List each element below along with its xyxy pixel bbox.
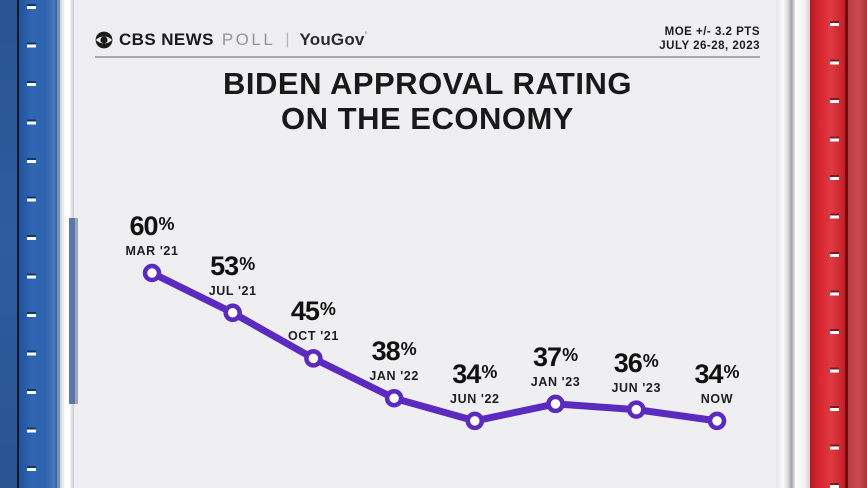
data-point-label: 38% JAN '22 [369,336,419,384]
chart-title: BIDEN APPROVAL RATING ON THE ECONOMY [95,66,760,136]
left-pillar-highlight [57,0,60,488]
data-point-label: 53% JUL '21 [209,252,257,298]
data-point-marker [627,400,646,419]
chart-title-line2: ON THE ECONOMY [281,101,574,136]
moe-line2: JULY 26-28, 2023 [659,39,760,52]
data-point-label: 34% JUN '22 [450,360,500,406]
moe-note: MOE +/- 3.2 PTS JULY 26-28, 2023 [659,26,760,53]
data-point-value: 34% [694,358,740,389]
data-point-label: 36% JUN '23 [611,349,661,395]
data-point-value: 38% [371,336,417,367]
data-point-date: JAN '22 [369,369,419,384]
data-point-label: 34% NOW [694,360,739,406]
data-point-value: 36% [613,347,659,378]
data-point-value: 60% [129,211,175,241]
trend-line [148,269,721,425]
data-point-marker [223,303,242,323]
data-point-date: MAR '21 [125,244,179,258]
data-point-value: 53% [210,250,256,281]
data-point-marker [707,411,727,431]
data-point-date: JUN '22 [450,391,500,406]
data-point-date: OCT '21 [287,329,339,344]
right-pillar-red-bar [810,0,845,488]
header-divider [95,56,760,58]
chart-title-line1: BIDEN APPROVAL RATING [223,66,632,101]
data-point-value: 45% [290,296,336,327]
brand-poll: POLL [221,30,276,49]
data-point-value: 37% [533,341,579,372]
right-pillar-white-band-2 [795,0,810,488]
right-pillar-rivets [830,0,839,488]
data-point-label: 37% JAN '23 [531,343,581,389]
data-point-date: JAN '23 [530,374,581,389]
right-pillar-red-panel [848,0,867,488]
moe-line1: MOE +/- 3.2 PTS [664,26,760,38]
left-pillar-edge-line [17,0,19,488]
data-point-marker [465,411,485,431]
left-pillar-blue-bar [19,0,57,488]
left-pillar-rivets [27,0,36,488]
cbs-eye-icon [95,31,113,49]
brand-separator: | [285,31,290,48]
brand-yougov-mark: ’ [364,30,368,40]
data-point-marker [384,388,404,408]
brand-cbs-news: CBS NEWS [119,30,214,49]
brand-yougov: YouGov’ [299,30,368,49]
data-point-label: 45% OCT '21 [287,296,339,344]
left-pillar-accent-bar [69,218,78,404]
right-pillar-gray-line [788,0,795,488]
right-pillar-white-band [776,0,788,488]
left-pillar-dark-strip [0,0,17,488]
brand-lockup: CBS NEWS POLL | YouGov’ [95,30,367,50]
data-point-date: JUN '23 [611,380,662,395]
data-point-marker [304,349,323,368]
data-point-marker [142,263,162,283]
right-pillar-dark-line [845,0,848,488]
data-point-date: NOW [700,391,734,406]
data-point-date: JUL '21 [208,283,257,298]
data-point-marker [546,394,565,414]
data-point-label: 60% MAR '21 [125,211,179,259]
data-point-value: 34% [452,358,498,389]
